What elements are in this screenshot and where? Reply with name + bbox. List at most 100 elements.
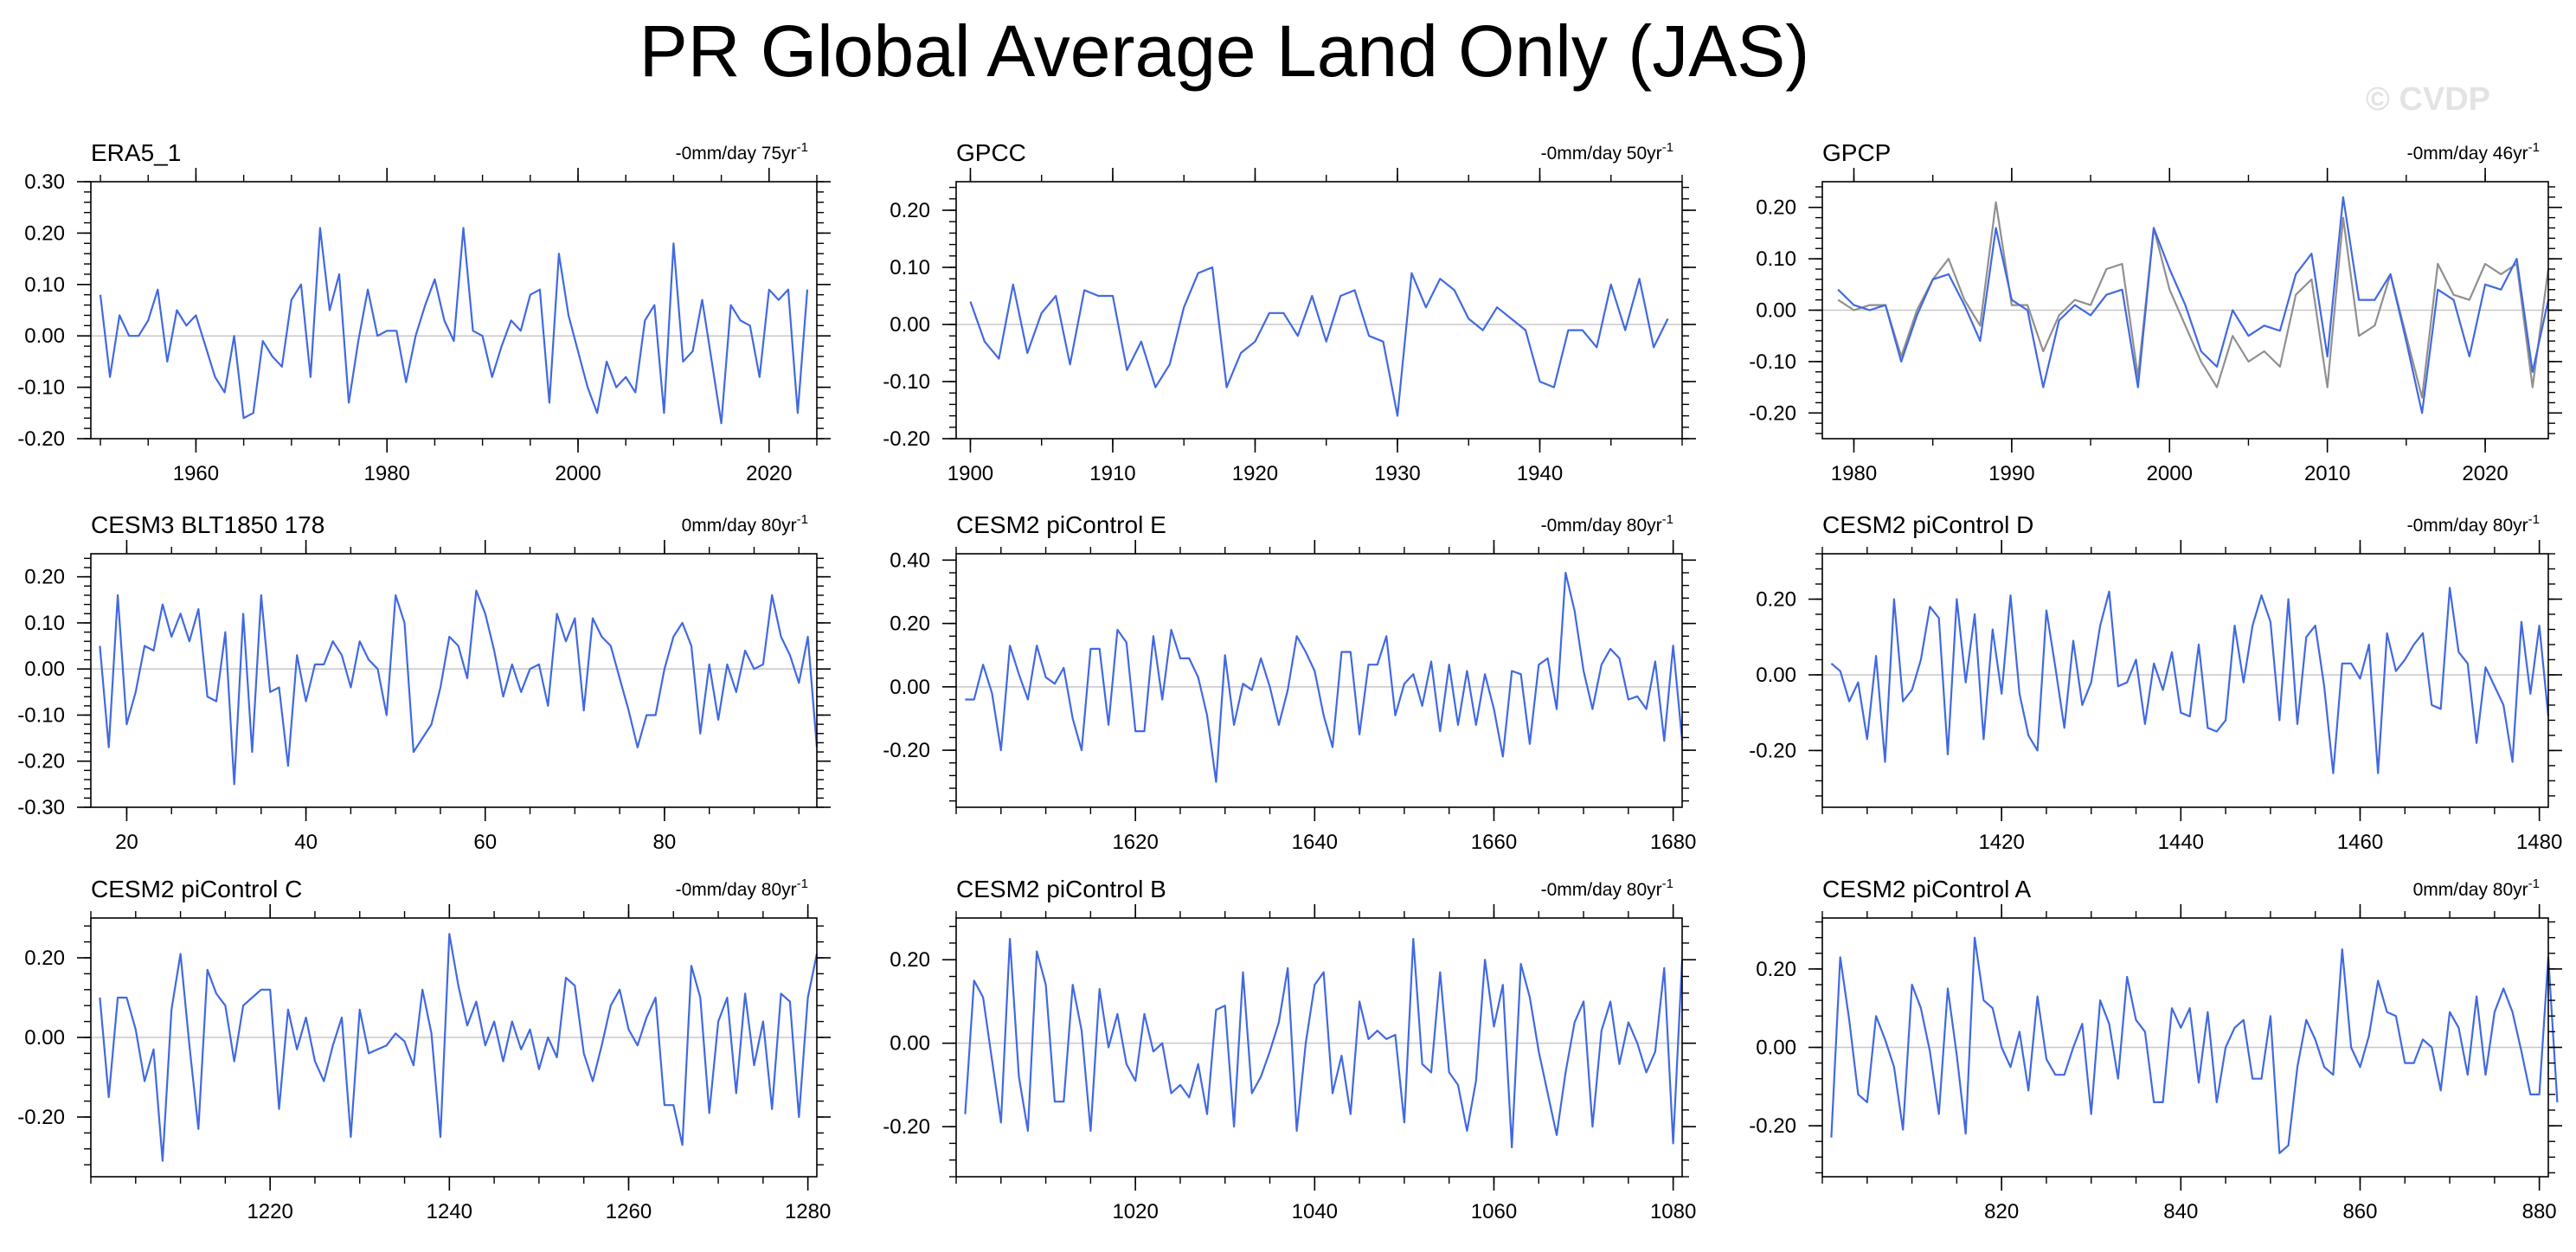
x-tick-label: 1640 <box>1292 831 1338 854</box>
y-tick-label: -0.10 <box>17 376 65 400</box>
y-tick-label: -0.20 <box>883 1115 930 1139</box>
y-tick-label: -0.20 <box>883 739 930 762</box>
y-tick-label: -0.20 <box>17 1106 65 1129</box>
y-tick-label: 0.00 <box>1756 299 1796 323</box>
x-tick-label: 1980 <box>1831 462 1877 485</box>
x-tick-label: 1660 <box>1471 831 1517 854</box>
panel-title: GPCP <box>1822 139 1891 166</box>
y-tick-label: 0.20 <box>1756 587 1796 611</box>
plot-frame <box>955 181 1683 440</box>
x-tick-label: 1930 <box>1374 462 1420 485</box>
y-tick-label: 0.20 <box>24 947 65 970</box>
trend-label: 0mm/day 80yr-1 <box>682 512 808 536</box>
x-tick-label: 2000 <box>2147 462 2193 485</box>
series-line-2 <box>1837 201 2550 399</box>
y-tick-label: 0.20 <box>24 222 65 245</box>
panel-1: 1960 1980 2000 2020 -0.20 -0.10 0.00 0.10 0.20 0.… <box>17 139 831 485</box>
x-tick-label: 40 <box>294 831 318 854</box>
x-tick-label: 1900 <box>948 462 993 485</box>
x-tick-label: 2000 <box>555 462 601 485</box>
y-tick-label: -0.20 <box>17 750 65 774</box>
panel-5: 1620 1640 1660 1680 -0.20 0.00 0.20 0.40 CESM2 p… <box>883 511 1696 854</box>
series-line-1 <box>1830 587 2550 774</box>
panel-title: CESM2 piControl B <box>956 876 1166 902</box>
trend-label: -0mm/day 80yr-1 <box>2407 512 2540 536</box>
trend-label: -0mm/day 80yr-1 <box>1541 876 1673 900</box>
y-tick-label: 0.10 <box>890 256 930 279</box>
x-tick-label: 1020 <box>1112 1200 1158 1223</box>
x-tick-label: 2020 <box>746 462 792 485</box>
x-tick-label: 840 <box>2163 1200 2198 1223</box>
x-tick-label: 820 <box>1984 1200 2019 1223</box>
panel-title: CESM2 piControl A <box>1822 876 2032 902</box>
y-tick-label: -0.20 <box>883 427 930 451</box>
x-tick-label: 1980 <box>364 462 410 485</box>
trend-label: 0mm/day 80yr-1 <box>2413 876 2540 900</box>
y-tick-label: 0.00 <box>24 1026 65 1050</box>
y-tick-label: -0.20 <box>1749 1114 1796 1138</box>
x-tick-label: 1440 <box>2158 831 2204 854</box>
watermark: © CVDP <box>2366 81 2490 118</box>
trend-label: -0mm/day 50yr-1 <box>1541 140 1673 164</box>
panel-title: CESM2 piControl E <box>956 511 1166 538</box>
x-tick-label: 2020 <box>2462 462 2508 485</box>
y-tick-label: 0.10 <box>24 612 65 635</box>
x-tick-label: 80 <box>653 831 677 854</box>
x-tick-label: 1620 <box>1112 831 1158 854</box>
series-line-1 <box>1837 196 2550 414</box>
x-tick-label: 1080 <box>1650 1200 1696 1223</box>
series-line-1 <box>1830 936 2559 1154</box>
panel-title: GPCC <box>956 139 1026 166</box>
panel-7: 1220 1240 1260 1280 -0.20 0.00 0.20 CESM2 piCon… <box>17 876 831 1223</box>
plot-frame <box>955 917 1683 1178</box>
panel-title: CESM2 piControl C <box>91 876 302 902</box>
series-line-1 <box>969 266 1669 417</box>
y-tick-label: 0.30 <box>24 170 65 194</box>
panel-title: CESM3 BLT1850 178 <box>91 511 324 538</box>
y-tick-label: -0.10 <box>1749 350 1796 374</box>
series-line-1 <box>965 571 1684 783</box>
x-tick-label: 1260 <box>606 1200 652 1223</box>
plot-frame <box>955 553 1683 808</box>
y-tick-label: 0.00 <box>1756 664 1796 687</box>
panel-9: 820 840 860 880 -0.20 0.00 0.20 CESM2 piControl… <box>1749 876 2562 1223</box>
x-tick-label: 1460 <box>2337 831 2383 854</box>
y-tick-label: 0.10 <box>24 273 65 297</box>
x-tick-label: 1220 <box>247 1200 292 1223</box>
series-line-1 <box>99 933 819 1162</box>
y-tick-label: 0.20 <box>890 948 930 972</box>
x-tick-label: 1960 <box>173 462 219 485</box>
plot-frame <box>90 553 818 808</box>
figure-title: PR Global Average Land Only (JAS) <box>639 10 1810 92</box>
panel-3: 1980 1990 2000 2010 2020 -0.20 -0.10 0.00 0.10 0.… <box>1749 139 2562 485</box>
trend-label: -0mm/day 80yr-1 <box>1541 512 1673 536</box>
y-tick-label: 0.00 <box>890 313 930 337</box>
series-line-1 <box>99 227 809 425</box>
panel-2: 1900 1910 1920 1930 1940 -0.20 -0.10 0.00 0.10 0.… <box>883 139 1696 485</box>
panel-4: 20 40 60 80 -0.30 -0.20 -0.10 0.00 0.10 0.20 CESM3… <box>17 511 831 854</box>
y-tick-label: -0.20 <box>1749 401 1796 425</box>
y-tick-label: -0.10 <box>883 370 930 394</box>
x-tick-label: 860 <box>2342 1200 2377 1223</box>
x-tick-label: 1940 <box>1517 462 1563 485</box>
x-tick-label: 1910 <box>1089 462 1135 485</box>
panels: 1960 1980 2000 2020 -0.20 -0.10 0.00 0.10 0.20 0.… <box>17 139 2562 1223</box>
x-tick-label: 1420 <box>1978 831 2024 854</box>
panel-6: 1420 1440 1460 1480 -0.20 0.00 0.20 CESM2 piCon… <box>1749 511 2562 854</box>
y-tick-label: 0.00 <box>890 1032 930 1056</box>
y-tick-label: -0.10 <box>17 703 65 727</box>
x-tick-label: 1240 <box>427 1200 472 1223</box>
y-tick-label: 0.10 <box>1756 247 1796 271</box>
x-tick-label: 1920 <box>1232 462 1278 485</box>
x-tick-label: 1280 <box>785 1200 831 1223</box>
trend-label: -0mm/day 46yr-1 <box>2407 140 2540 164</box>
x-tick-label: 1990 <box>1988 462 2034 485</box>
y-tick-label: 0.20 <box>1756 958 1796 981</box>
x-tick-label: 880 <box>2522 1200 2557 1223</box>
y-tick-label: 0.20 <box>890 613 930 636</box>
y-tick-label: 0.20 <box>1756 196 1796 220</box>
y-tick-label: -0.20 <box>17 427 65 451</box>
x-tick-label: 1040 <box>1292 1200 1338 1223</box>
trend-label: -0mm/day 75yr-1 <box>676 140 808 164</box>
plot-frame <box>90 181 818 440</box>
